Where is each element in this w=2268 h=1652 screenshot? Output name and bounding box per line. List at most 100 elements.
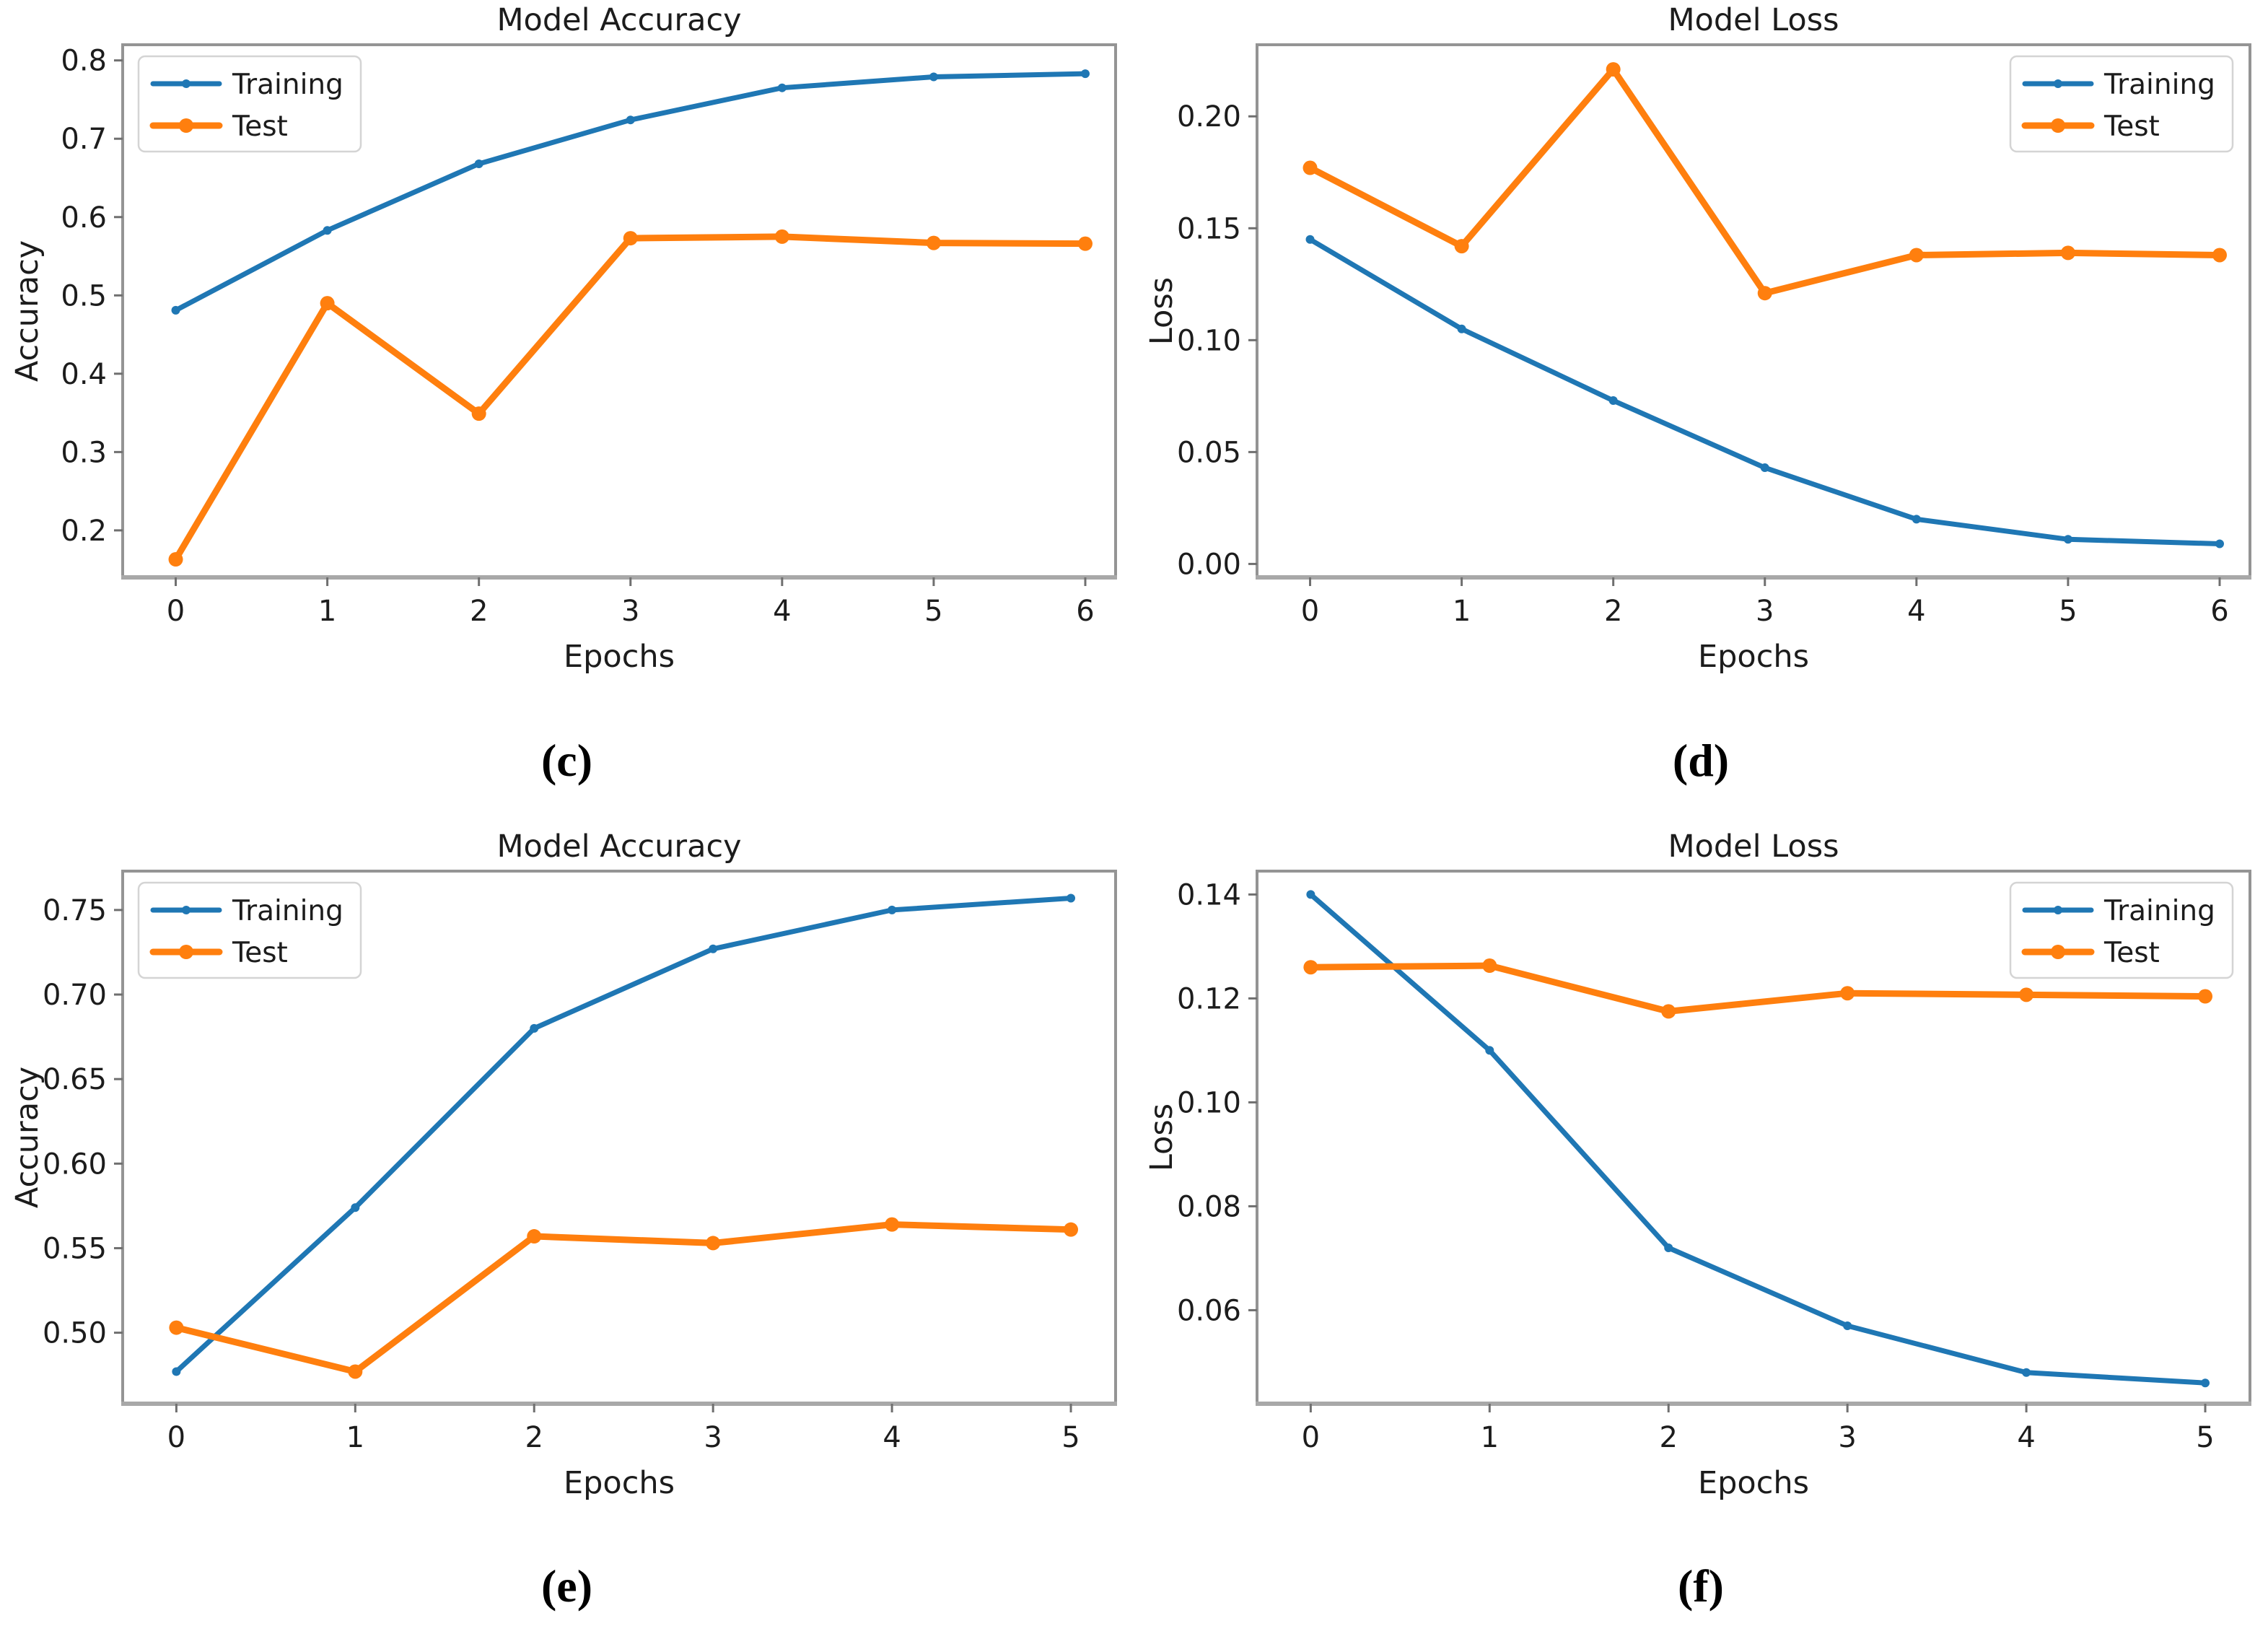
chart-title: Model Accuracy bbox=[496, 2, 741, 38]
model-loss-chart-d: Model Loss 0.00 0.05 0.10 0.15 0.20 0 1 2 3 4 5 6 Epo… bbox=[1144, 2, 2251, 675]
y-tick-label: 0.7 bbox=[61, 123, 107, 156]
test-marker bbox=[1064, 1222, 1079, 1237]
model-accuracy-chart-c: Model Accuracy 0.2 0.3 0.4 0.5 0.6 0.7 0.8 0 1 2 3 4… bbox=[9, 2, 1117, 675]
x-tick-label: 4 bbox=[1907, 595, 1925, 628]
y-tick-label: 0.8 bbox=[61, 45, 107, 78]
training-marker bbox=[709, 944, 718, 953]
x-tick-label: 3 bbox=[1756, 595, 1774, 628]
legend-swatch-marker bbox=[182, 906, 191, 914]
test-marker bbox=[885, 1217, 900, 1232]
test-marker bbox=[623, 231, 638, 246]
x-tick-label: 3 bbox=[1838, 1421, 1856, 1454]
x-tick-label: 2 bbox=[470, 595, 488, 628]
training-marker bbox=[1760, 463, 1769, 473]
x-tick-label: 4 bbox=[2017, 1421, 2035, 1454]
y-tick-label: 0.14 bbox=[1176, 878, 1240, 912]
model-accuracy-chart-e: Model Accuracy 0.50 0.55 0.60 0.65 0.70 0.75 0 1… bbox=[9, 829, 1117, 1501]
x-tick-label: 4 bbox=[883, 1421, 901, 1454]
test-marker bbox=[169, 1320, 184, 1335]
y-axis-label: Loss bbox=[1144, 1103, 1180, 1171]
x-tick-label: 6 bbox=[2210, 595, 2228, 628]
y-tick-label: 0.70 bbox=[43, 979, 107, 1012]
y-tick-label: 0.05 bbox=[1176, 436, 1240, 469]
training-line bbox=[1308, 891, 2208, 1386]
y-tick-label: 0.60 bbox=[43, 1148, 107, 1181]
test-marker bbox=[774, 229, 789, 244]
y-tick-label: 0.3 bbox=[61, 436, 107, 469]
x-axis-label: Epochs bbox=[1697, 1465, 1808, 1501]
training-marker bbox=[474, 159, 483, 168]
x-tick-label: 5 bbox=[1061, 1421, 1080, 1454]
test-marker bbox=[527, 1229, 542, 1244]
test-marker bbox=[320, 296, 335, 311]
y-tick-label: 0.65 bbox=[43, 1063, 107, 1096]
training-marker bbox=[1484, 1046, 1494, 1055]
training-marker bbox=[1912, 515, 1921, 524]
x-tick-label: 3 bbox=[621, 595, 639, 628]
test-marker bbox=[348, 1364, 363, 1379]
x-tick-label: 2 bbox=[1659, 1421, 1677, 1454]
test-marker bbox=[1454, 239, 1469, 254]
test-marker bbox=[1839, 986, 1855, 1001]
panel-caption-c: (c) bbox=[540, 734, 593, 786]
x-tick-label: 1 bbox=[318, 595, 336, 628]
x-tick-label: 5 bbox=[924, 595, 942, 628]
training-marker bbox=[777, 83, 787, 92]
training-marker bbox=[1305, 890, 1315, 899]
y-tick-label: 0.4 bbox=[61, 358, 107, 391]
legend-label: Test bbox=[232, 110, 288, 143]
training-marker bbox=[1842, 1321, 1852, 1330]
panel-e: Model Accuracy 0.50 0.55 0.60 0.65 0.70 0.75 0 1… bbox=[0, 826, 1134, 1652]
legend-label: Training bbox=[232, 895, 343, 927]
training-marker bbox=[530, 1023, 539, 1033]
training-marker bbox=[1663, 1244, 1673, 1252]
model-loss-chart-f: Model Loss 0.06 0.08 0.10 0.12 0.14 0 1 2 3 4 5 Epoc… bbox=[1144, 829, 2251, 1501]
y-tick-label: 0.08 bbox=[1176, 1190, 1240, 1223]
legend-swatch-marker bbox=[179, 945, 193, 959]
training-marker bbox=[2215, 539, 2224, 549]
y-tick-label: 0.2 bbox=[61, 515, 107, 548]
test-marker bbox=[1757, 286, 1772, 301]
training-marker bbox=[351, 1203, 360, 1212]
test-marker bbox=[706, 1236, 721, 1251]
x-tick-label: 2 bbox=[1603, 595, 1621, 628]
legend-swatch-marker bbox=[2053, 906, 2062, 914]
y-axis-label: Accuracy bbox=[9, 240, 45, 382]
panel-c: Model Accuracy 0.2 0.3 0.4 0.5 0.6 0.7 0.8 0 1 2 3 4… bbox=[0, 0, 1134, 826]
y-tick-label: 0.06 bbox=[1176, 1294, 1240, 1327]
chart-title: Model Accuracy bbox=[496, 829, 741, 865]
training-marker bbox=[171, 305, 180, 315]
x-axis-label: Epochs bbox=[1697, 639, 1808, 675]
training-marker bbox=[929, 72, 938, 82]
training-line bbox=[1307, 237, 2222, 546]
panel-f: Model Loss 0.06 0.08 0.10 0.12 0.14 0 1 2 3 4 5 Epoc… bbox=[1134, 826, 2268, 1652]
training-marker bbox=[1608, 396, 1618, 406]
chart-title: Model Loss bbox=[1668, 829, 1839, 865]
legend-swatch-marker bbox=[2050, 118, 2065, 133]
y-tick-label: 0.10 bbox=[1176, 1086, 1240, 1119]
panel-caption-d: (d) bbox=[1672, 734, 1730, 786]
x-axis-label: Epochs bbox=[564, 639, 675, 675]
x-tick-label: 1 bbox=[1480, 1421, 1498, 1454]
y-tick-label: 0.55 bbox=[43, 1232, 107, 1265]
training-line bbox=[173, 895, 1074, 1374]
x-tick-label: 0 bbox=[1300, 595, 1318, 628]
training-marker bbox=[1067, 893, 1076, 903]
legend-swatch-marker bbox=[2053, 79, 2062, 88]
test-marker bbox=[1302, 960, 1318, 975]
legend-swatch-marker bbox=[182, 79, 191, 88]
legend-swatch-marker bbox=[179, 118, 193, 133]
legend-label: Training bbox=[2103, 895, 2215, 927]
test-marker bbox=[168, 552, 183, 567]
x-tick-label: 0 bbox=[1301, 1421, 1319, 1454]
test-marker bbox=[1302, 160, 1318, 175]
legend-label: Test bbox=[2103, 937, 2160, 969]
training-marker bbox=[323, 226, 332, 235]
legend-label: Training bbox=[232, 69, 343, 101]
training-marker bbox=[1457, 324, 1466, 333]
y-axis-label: Loss bbox=[1144, 277, 1180, 345]
test-line bbox=[1307, 962, 2209, 1015]
y-tick-label: 0.00 bbox=[1176, 548, 1240, 581]
